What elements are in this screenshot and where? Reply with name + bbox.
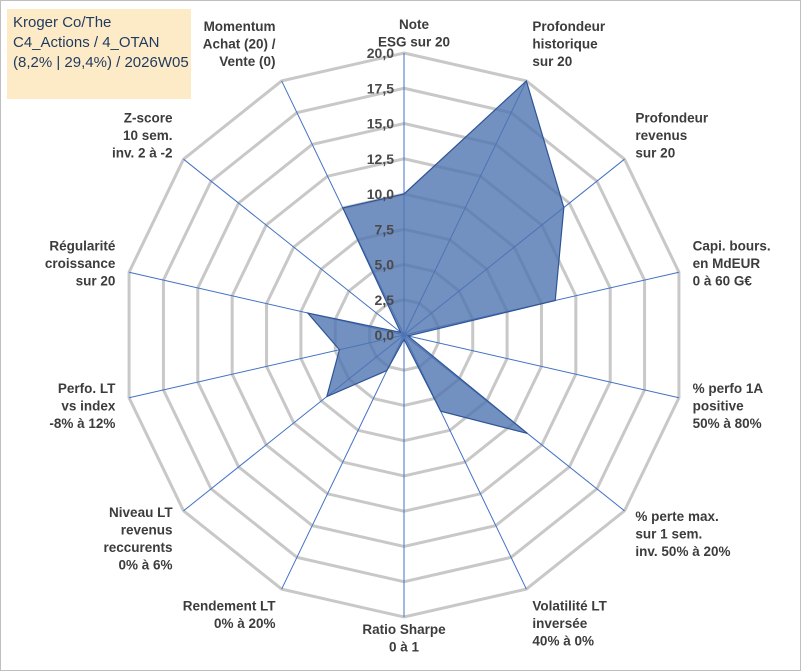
axis-label-line: historique	[532, 36, 598, 51]
axis-label-line: Volatilité LT	[532, 599, 607, 614]
axis-label-line: -8% à 12%	[49, 416, 115, 431]
axis-label-line: sur 20	[532, 54, 572, 69]
axis-label-line: revenus	[121, 523, 173, 538]
axis-label-line: 50% à 80%	[693, 416, 762, 431]
axis-label: Niveau LT revenus reccurents 0% à 6%	[104, 505, 174, 573]
tick-label: 15,0	[367, 116, 394, 132]
axis-label: Rendement LT 0% à 20%	[183, 599, 277, 632]
tick-label: 5,0	[375, 257, 395, 273]
axis-label-line: sur 20	[76, 274, 116, 289]
tick-label: 2,5	[375, 292, 395, 308]
tick-label: 12,5	[367, 151, 394, 167]
axis-label: Volatilité LT inversée 40% à 0%	[532, 599, 607, 649]
axis-label-line: Profondeur	[532, 19, 605, 34]
axis-label: Profondeur historique sur 20	[532, 19, 605, 69]
axis-label: Z-score 10 sem. inv. 2 à -2	[112, 110, 173, 160]
axis-spoke	[403, 334, 680, 399]
axis-label: Momentum Achat (20) / Vente (0)	[203, 19, 276, 69]
axis-label-line: Vente (0)	[219, 54, 275, 69]
axis-label-line: Niveau LT	[109, 505, 173, 520]
axis-label-line: revenus	[635, 128, 687, 143]
axis-label-line: Capi. bours.	[693, 239, 771, 254]
axis-label-line: Note	[399, 17, 429, 32]
axis-label-line: inv. 50% à 20%	[635, 544, 730, 559]
axis-label: Capi. bours. en MdEUR 0 à 60 G€	[693, 239, 771, 289]
axis-label-line: Z-score	[124, 110, 173, 125]
title-category: C4_Actions / 4_OTAN	[13, 34, 160, 51]
axis-label-line: Momentum	[204, 19, 276, 34]
axis-label-line: 10 sem.	[123, 128, 173, 143]
title-company: Kroger Co/The	[13, 14, 112, 31]
axis-label: Régularité croissance sur 20	[45, 239, 116, 289]
chart-title-box: Kroger Co/The C4_Actions / 4_OTAN (8,2% …	[7, 9, 191, 99]
axis-label-line: Régularité	[49, 239, 116, 254]
axis-label-line: Profondeur	[635, 110, 708, 125]
axis-label-line: inversée	[532, 616, 587, 631]
axis-label: Profondeur revenus sur 20	[635, 110, 708, 160]
axis-label-line: positive	[693, 398, 745, 413]
axis-label-line: 0 à 1	[389, 640, 420, 655]
axis-label-line: Ratio Sharpe	[362, 622, 446, 637]
title-stats: (8,2% | 29,4%) / 2026W05	[13, 54, 189, 71]
tick-label: 20,0	[367, 45, 394, 61]
axis-label: Note ESG sur 20	[378, 17, 450, 50]
axis-label: Ratio Sharpe 0 à 1	[362, 622, 446, 655]
axis-label-line: % perte max.	[635, 509, 718, 524]
axis-label: % perfo 1A positive 50% à 80%	[693, 381, 764, 431]
axis-label-line: Rendement LT	[183, 599, 277, 614]
axis-spoke	[183, 158, 405, 336]
axis-label-line: sur 20	[635, 145, 675, 160]
axis-label-line: Achat (20) /	[203, 36, 276, 51]
axis-label-line: % perfo 1A	[693, 381, 764, 396]
axis-label-line: 0% à 6%	[119, 558, 173, 573]
axis-label: % perte max. sur 1 sem. inv. 50% à 20%	[635, 509, 730, 559]
axis-spoke	[281, 334, 405, 590]
axis-label-line: en MdEUR	[693, 256, 761, 271]
tick-label: 7,5	[375, 221, 395, 237]
axis-label-line: reccurents	[104, 540, 173, 555]
axis-label: Perfo. LT vs index -8% à 12%	[49, 381, 116, 431]
tick-label: 10,0	[367, 186, 394, 202]
axis-label-line: vs index	[61, 398, 116, 413]
tick-label: 17,5	[367, 80, 394, 96]
axis-label-line: croissance	[45, 256, 116, 271]
axis-label-line: 40% à 0%	[532, 634, 594, 649]
axis-label-line: 0 à 60 G€	[693, 274, 753, 289]
axis-label-line: sur 1 sem.	[635, 527, 702, 542]
tick-label: 0,0	[375, 327, 395, 343]
axis-label-line: ESG sur 20	[378, 35, 450, 50]
axis-label-line: inv. 2 à -2	[112, 145, 173, 160]
axis-label-line: 0% à 20%	[214, 616, 276, 631]
data-series-area	[306, 79, 565, 435]
axis-label-line: Perfo. LT	[58, 381, 116, 396]
